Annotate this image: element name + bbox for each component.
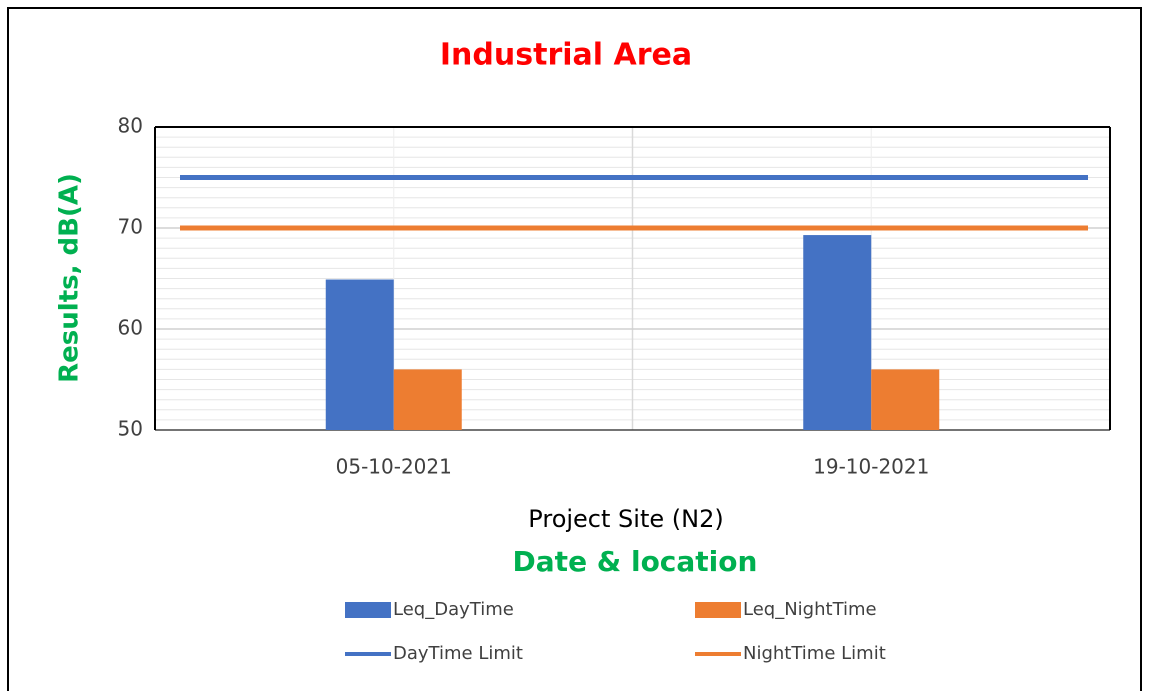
legend-swatch bbox=[345, 602, 391, 618]
y-tick-label: 50 bbox=[118, 417, 143, 441]
legend-label: Leq_NightTime bbox=[743, 599, 877, 620]
y-axis-title: Results, dB(A) bbox=[55, 173, 85, 383]
legend-swatch bbox=[695, 602, 741, 618]
legend-label: DayTime Limit bbox=[393, 643, 523, 664]
x-axis-title: Date & location bbox=[513, 545, 758, 578]
chart-title: Industrial Area bbox=[440, 38, 692, 73]
x-tick-label: 05-10-2021 bbox=[336, 455, 452, 479]
legend-label: Leq_DayTime bbox=[393, 599, 514, 620]
x-tick-label: 19-10-2021 bbox=[813, 455, 929, 479]
bar bbox=[393, 369, 462, 430]
bar bbox=[871, 369, 940, 430]
y-tick-label: 70 bbox=[118, 215, 143, 239]
bar bbox=[325, 279, 394, 430]
bar bbox=[803, 235, 872, 430]
legend-label: NightTime Limit bbox=[743, 643, 886, 664]
y-tick-label: 80 bbox=[118, 114, 143, 138]
chart-subtitle: Project Site (N2) bbox=[528, 505, 723, 533]
y-tick-label: 60 bbox=[118, 316, 143, 340]
